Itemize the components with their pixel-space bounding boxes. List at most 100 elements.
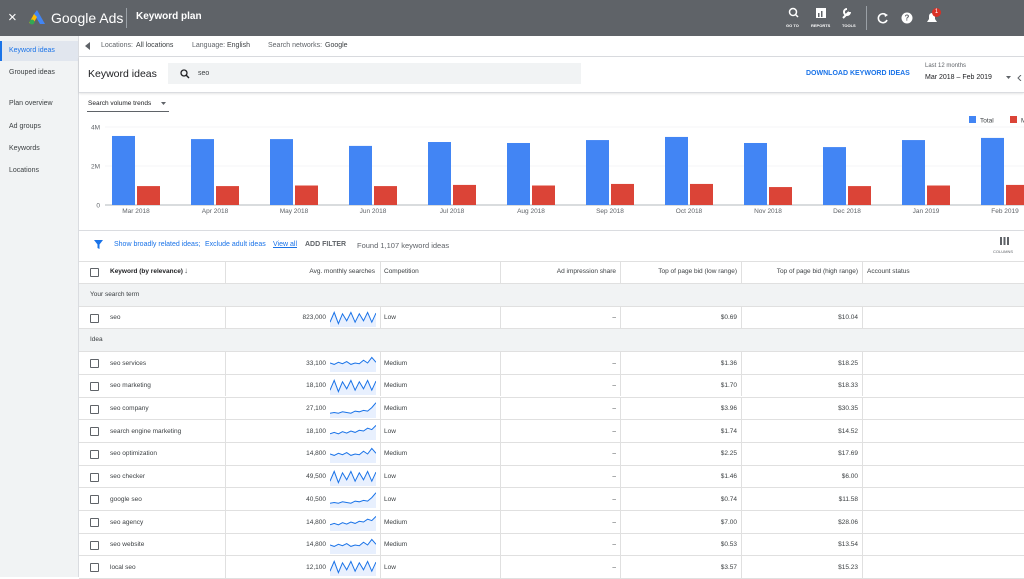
impression-share: – — [612, 405, 616, 412]
header-title: Keyword ideas — [88, 68, 157, 80]
x-tick-label: Nov 2018 — [754, 208, 782, 215]
sparkline-area — [330, 516, 376, 531]
date-range[interactable]: Mar 2018 – Feb 2019 — [925, 74, 992, 81]
sidebar-item[interactable]: Locations — [9, 167, 39, 174]
top-bar: × Google Ads Keyword plan GO TO REPORTS … — [0, 0, 1024, 36]
tools-label[interactable]: TOOLS — [842, 23, 856, 28]
column-divider — [620, 533, 621, 556]
checkbox[interactable] — [90, 359, 99, 369]
keyword: seo checker — [110, 473, 146, 481]
sparkline-line — [330, 538, 376, 547]
trend-sparkline — [330, 356, 376, 373]
bar — [848, 186, 871, 205]
bar — [769, 187, 792, 205]
column-divider — [500, 442, 501, 465]
avg-searches: 49,500 — [306, 473, 326, 481]
checkbox[interactable] — [90, 563, 99, 573]
checkbox[interactable] — [90, 540, 99, 550]
checkbox[interactable] — [90, 268, 99, 277]
sparkline-line — [330, 492, 376, 505]
checkbox[interactable] — [90, 495, 99, 505]
language-label: Language: — [192, 42, 226, 49]
columns-icon[interactable] — [1000, 237, 1010, 245]
sparkline-line — [330, 425, 376, 435]
checkbox[interactable] — [90, 381, 99, 391]
trends-selector[interactable]: Search volume trends — [88, 100, 152, 107]
bid-high: $13.54 — [838, 541, 858, 549]
keyword: seo website — [110, 541, 145, 549]
x-tick-label: Aug 2018 — [517, 208, 545, 215]
competition: Medium — [384, 450, 408, 458]
checkbox[interactable] — [90, 404, 99, 414]
sidebar-item[interactable]: Keyword ideas — [0, 41, 78, 61]
column-header[interactable]: Top of page bid (high range) — [776, 268, 858, 275]
row-divider — [79, 261, 1024, 262]
column-divider — [380, 488, 381, 510]
column-divider — [380, 420, 381, 442]
bar — [270, 139, 293, 205]
checkbox[interactable] — [90, 427, 99, 437]
checkbox[interactable] — [90, 518, 99, 527]
sidebar-item[interactable]: Ad groups — [9, 123, 41, 130]
bar — [374, 186, 397, 205]
keyword-table: Keyword (by relevance) Avg. monthly searc… — [79, 261, 1024, 579]
checkbox[interactable] — [90, 472, 99, 482]
language-value[interactable]: English — [227, 42, 250, 49]
sparkline-area — [330, 357, 376, 373]
locations-label: Locations: — [101, 42, 133, 49]
competition: Medium — [384, 518, 408, 526]
filter-icon[interactable] — [94, 240, 103, 249]
sidebar-item[interactable]: Grouped ideas — [9, 69, 55, 76]
bar — [216, 186, 239, 205]
adult-ideas-link[interactable]: Exclude adult ideas — [205, 241, 266, 248]
checkbox[interactable] — [90, 449, 99, 459]
y-tick-label: 4M — [91, 125, 100, 132]
row-divider — [79, 419, 1024, 421]
range-label: Last 12 months — [925, 63, 967, 69]
bid-low: $3.57 — [720, 563, 737, 571]
sparkline-area — [330, 492, 376, 509]
column-divider — [620, 261, 621, 283]
bar — [191, 139, 214, 205]
add-filter[interactable]: ADD FILTER — [305, 241, 347, 248]
impression-share: – — [612, 314, 616, 322]
column-header[interactable]: Avg. monthly searches — [309, 268, 375, 275]
divider — [126, 8, 127, 28]
column-header[interactable]: Keyword (by relevance) — [110, 268, 183, 275]
column-header[interactable]: Account status — [867, 268, 910, 275]
keyword: google seo — [110, 495, 142, 503]
trend-sparkline — [330, 378, 376, 395]
collapse-arrow[interactable] — [85, 42, 91, 50]
column-divider — [380, 352, 381, 374]
column-header[interactable]: Top of page bid (low range) — [658, 268, 737, 275]
checkbox[interactable] — [90, 313, 99, 323]
sidebar-item[interactable]: Keywords — [9, 145, 40, 152]
column-divider — [380, 556, 381, 579]
download-button[interactable]: DOWNLOAD KEYWORD IDEAS — [806, 70, 910, 77]
keyword: seo marketing — [110, 382, 151, 390]
broad-ideas-link[interactable]: Show broadly related ideas; — [114, 241, 201, 248]
sparkline-area — [330, 380, 376, 395]
avg-searches: 18,100 — [306, 427, 326, 435]
locations-value[interactable]: All locations — [136, 42, 174, 49]
sidebar-item[interactable]: Plan overview — [9, 100, 53, 107]
sparkline-line — [330, 560, 376, 575]
search-box[interactable]: seo — [168, 63, 581, 84]
x-tick-label: Mar 2018 — [122, 208, 150, 215]
column-divider — [225, 374, 226, 397]
legend-swatch — [969, 116, 976, 123]
x-tick-label: Jul 2018 — [440, 208, 465, 215]
networks-value[interactable]: Google — [325, 42, 348, 49]
reports-label[interactable]: REPORTS — [811, 23, 831, 28]
close-button[interactable]: × — [8, 9, 17, 26]
range-arrows[interactable] — [1006, 75, 1022, 81]
goto-label[interactable]: GO TO — [786, 23, 799, 28]
column-header[interactable]: Competition — [384, 268, 419, 275]
column-divider — [380, 533, 381, 556]
keyword: seo — [110, 314, 121, 322]
view-all-link[interactable]: View all — [273, 241, 297, 248]
columns-label[interactable]: COLUMNS — [993, 249, 1014, 254]
column-divider — [741, 556, 742, 579]
column-divider — [225, 306, 226, 329]
column-header[interactable]: Ad impression share — [556, 268, 616, 275]
